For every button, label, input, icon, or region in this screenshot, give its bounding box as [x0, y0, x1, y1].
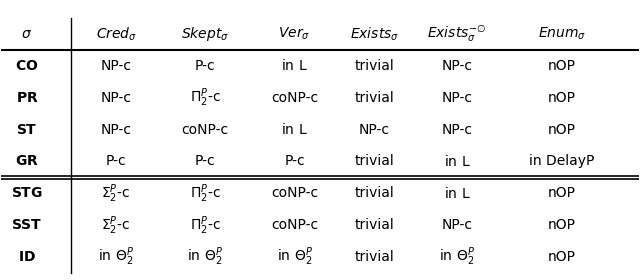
- Text: nOP: nOP: [548, 250, 576, 264]
- Text: nOP: nOP: [548, 91, 576, 105]
- Text: $\mathbf{STG}$: $\mathbf{STG}$: [11, 186, 43, 200]
- Text: $\mathit{Exists}_{\sigma}^{-\emptyset}$: $\mathit{Exists}_{\sigma}^{-\emptyset}$: [428, 24, 486, 44]
- Text: in $\Theta_2^P$: in $\Theta_2^P$: [188, 246, 223, 269]
- Text: trivial: trivial: [355, 186, 394, 200]
- Text: in $\mathrm{L}$: in $\mathrm{L}$: [281, 122, 308, 137]
- Text: P-c: P-c: [195, 155, 216, 169]
- Text: NP-c: NP-c: [100, 123, 132, 137]
- Text: $\mathbf{CO}$: $\mathbf{CO}$: [15, 59, 38, 73]
- Text: in $\mathrm{L}$: in $\mathrm{L}$: [444, 186, 470, 201]
- Text: P-c: P-c: [284, 155, 305, 169]
- Text: P-c: P-c: [106, 155, 127, 169]
- Text: trivial: trivial: [355, 250, 394, 264]
- Text: NP-c: NP-c: [442, 218, 472, 232]
- Text: NP-c: NP-c: [358, 123, 390, 137]
- Text: nOP: nOP: [548, 59, 576, 73]
- Text: $\mathit{Cred}_{\sigma}$: $\mathit{Cred}_{\sigma}$: [95, 25, 137, 43]
- Text: NP-c: NP-c: [100, 91, 132, 105]
- Text: $\sigma$: $\sigma$: [21, 27, 33, 41]
- Text: P-c: P-c: [195, 59, 216, 73]
- Text: $\mathbf{PR}$: $\mathbf{PR}$: [15, 91, 38, 105]
- Text: $\mathit{Ver}_{\sigma}$: $\mathit{Ver}_{\sigma}$: [278, 26, 310, 42]
- Text: $\mathbf{ID}$: $\mathbf{ID}$: [18, 250, 36, 264]
- Text: $\mathit{Skept}_{\sigma}$: $\mathit{Skept}_{\sigma}$: [181, 25, 229, 43]
- Text: NP-c: NP-c: [442, 91, 472, 105]
- Text: in $\Theta_2^P$: in $\Theta_2^P$: [439, 246, 475, 269]
- Text: coNP-c: coNP-c: [271, 91, 318, 105]
- Text: trivial: trivial: [355, 155, 394, 169]
- Text: in $\Theta_2^P$: in $\Theta_2^P$: [276, 246, 312, 269]
- Text: NP-c: NP-c: [442, 59, 472, 73]
- Text: nOP: nOP: [548, 218, 576, 232]
- Text: trivial: trivial: [355, 59, 394, 73]
- Text: trivial: trivial: [355, 91, 394, 105]
- Text: NP-c: NP-c: [442, 123, 472, 137]
- Text: $\Pi_2^P$-c: $\Pi_2^P$-c: [190, 182, 221, 205]
- Text: $\mathit{Enum}_{\sigma}$: $\mathit{Enum}_{\sigma}$: [538, 26, 586, 42]
- Text: in $\mathrm{L}$: in $\mathrm{L}$: [281, 58, 308, 73]
- Text: in $\Theta_2^P$: in $\Theta_2^P$: [98, 246, 134, 269]
- Text: $\Pi_2^P$-c: $\Pi_2^P$-c: [190, 214, 221, 237]
- Text: in DelayP: in DelayP: [529, 155, 595, 169]
- Text: $\mathit{Exists}_{\sigma}$: $\mathit{Exists}_{\sigma}$: [349, 25, 399, 43]
- Text: $\Sigma_2^P$-c: $\Sigma_2^P$-c: [102, 182, 131, 205]
- Text: $\mathbf{GR}$: $\mathbf{GR}$: [15, 155, 39, 169]
- Text: $\Sigma_2^P$-c: $\Sigma_2^P$-c: [102, 214, 131, 237]
- Text: in $\mathrm{L}$: in $\mathrm{L}$: [444, 154, 470, 169]
- Text: nOP: nOP: [548, 186, 576, 200]
- Text: NP-c: NP-c: [100, 59, 132, 73]
- Text: $\Pi_2^P$-c: $\Pi_2^P$-c: [190, 87, 221, 109]
- Text: $\mathbf{ST}$: $\mathbf{ST}$: [16, 123, 38, 137]
- Text: $\mathbf{SST}$: $\mathbf{SST}$: [11, 218, 43, 232]
- Text: coNP-c: coNP-c: [271, 218, 318, 232]
- Text: coNP-c: coNP-c: [182, 123, 229, 137]
- Text: nOP: nOP: [548, 123, 576, 137]
- Text: trivial: trivial: [355, 218, 394, 232]
- Text: coNP-c: coNP-c: [271, 186, 318, 200]
